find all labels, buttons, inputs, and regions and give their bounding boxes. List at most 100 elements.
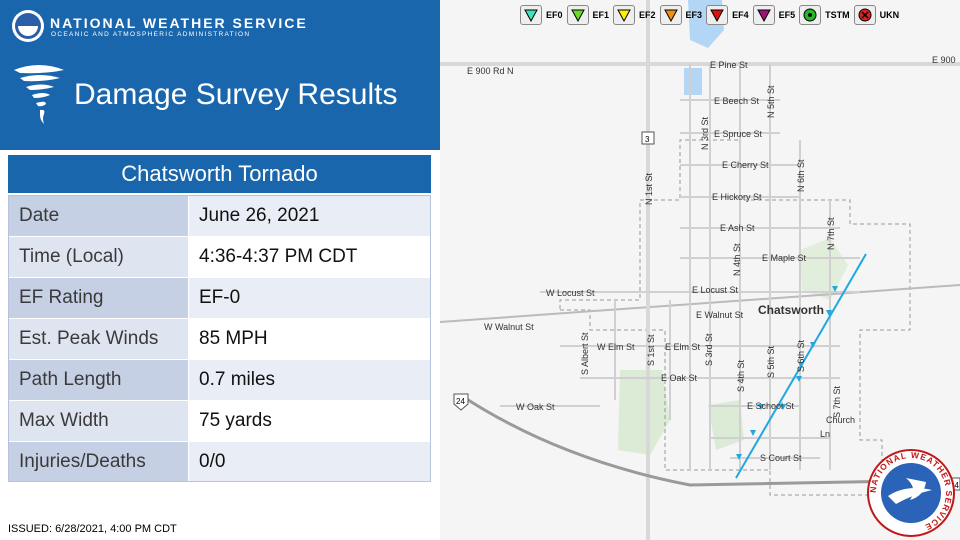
street-label: N 5th St xyxy=(766,85,776,118)
org-subtitle: OCEANIC AND ATMOSPHERIC ADMINISTRATION xyxy=(51,31,251,38)
svg-text:24: 24 xyxy=(456,397,465,406)
noaa-logo-icon xyxy=(12,10,44,42)
city-limits xyxy=(559,139,911,496)
vegetation-area xyxy=(708,400,744,450)
svg-text:24: 24 xyxy=(950,481,959,490)
header-banner: NATIONAL WEATHER SERVICE OCEANIC AND ATM… xyxy=(0,0,440,150)
damage-points xyxy=(736,286,838,460)
row-label: Max Width xyxy=(8,400,189,442)
highway xyxy=(461,394,960,487)
legend-triangle-icon xyxy=(752,5,775,25)
legend-item-ef1: EF1 xyxy=(566,5,610,25)
row-value: 0.7 miles xyxy=(188,359,431,401)
street-label: N 3rd St xyxy=(700,116,710,150)
legend-item-ukn: UKN xyxy=(853,5,900,25)
table-border xyxy=(8,195,431,482)
street-label: S 1st St xyxy=(646,334,656,366)
street-label: E Locust St xyxy=(692,285,739,295)
street-label: E 900 xyxy=(932,55,956,65)
vegetation-area xyxy=(800,238,848,300)
legend-item-ef3: EF3 xyxy=(659,5,702,25)
page-title: Damage Survey Results xyxy=(74,78,398,111)
row-label: Date xyxy=(8,195,189,237)
legend-label: EF5 xyxy=(778,10,796,20)
row-label: EF Rating xyxy=(8,277,189,319)
table-row: Path Length 0.7 miles xyxy=(8,359,431,401)
route-shield: 3 xyxy=(641,131,655,145)
legend-item-tstm: TSTM xyxy=(799,5,850,25)
nws-seal-icon: NATIONAL WEATHER SERVICE xyxy=(867,449,955,537)
street-label: W Oak St xyxy=(516,402,555,412)
street-label: E Oak St xyxy=(661,373,698,383)
street-label: W Walnut St xyxy=(484,322,534,332)
street-label: N 4th St xyxy=(732,243,742,276)
issued-timestamp: ISSUED: 6/28/2021, 4:00 PM CDT xyxy=(8,523,177,535)
street-label: N 7th St xyxy=(826,217,836,250)
table-row: EF Rating EF-0 xyxy=(8,277,431,319)
street-label: S Albert St xyxy=(580,332,590,375)
legend-label: EF2 xyxy=(639,10,656,20)
street-grid xyxy=(500,64,860,470)
town-label: Chatsworth xyxy=(758,303,824,317)
row-label: Path Length xyxy=(8,359,189,401)
table-row: Time (Local) 4:36-4:37 PM CDT xyxy=(8,236,431,278)
legend-triangle-icon xyxy=(520,5,542,25)
street-label: S 3rd St xyxy=(704,333,714,366)
row-value: 75 yards xyxy=(188,400,431,442)
legend-cross-circle-icon xyxy=(853,5,876,25)
street-label: Church xyxy=(826,415,855,425)
legend-triangle-icon xyxy=(566,5,589,25)
street-label: E Beech St xyxy=(714,96,760,106)
street-label: N 1st St xyxy=(644,172,654,205)
legend-label: EF1 xyxy=(592,10,610,20)
legend-item-ef4: EF4 xyxy=(706,5,749,25)
railroad xyxy=(440,284,960,323)
table-row: Est. Peak Winds 85 MPH xyxy=(8,318,431,360)
table-row: Injuries/Deaths 0/0 xyxy=(8,441,431,483)
street-label: E Cherry St xyxy=(722,160,769,170)
pond-shape xyxy=(684,68,702,95)
street-label: E Walnut St xyxy=(696,310,744,320)
street-label: Ln xyxy=(820,429,830,439)
legend-label: EF4 xyxy=(732,10,749,20)
street-label: E Maple St xyxy=(762,253,807,263)
street-label: S 4th St xyxy=(736,359,746,392)
street-label: E Ash St xyxy=(720,223,755,233)
row-value: 85 MPH xyxy=(188,318,431,360)
map-view[interactable]: E 900 Rd N E 900 E Pine St E Beech St E … xyxy=(440,0,960,540)
street-label: E Elm St xyxy=(665,342,701,352)
legend-triangle-icon xyxy=(613,5,636,25)
row-value: EF-0 xyxy=(188,277,431,319)
org-name: NATIONAL WEATHER SERVICE xyxy=(50,15,308,31)
row-label: Est. Peak Winds xyxy=(8,318,189,360)
svg-text:3: 3 xyxy=(645,135,650,144)
ef-legend: EF0 EF1 EF2 EF3 EF4 EF5 TSTM UKN xyxy=(520,4,903,26)
street-label: S 6th St xyxy=(796,339,806,372)
legend-label: TSTM xyxy=(825,10,850,20)
survey-table: Date June 26, 2021 Time (Local) 4:36-4:3… xyxy=(8,195,431,483)
street-label: E Hickory St xyxy=(712,192,762,202)
route-shield: 24 xyxy=(453,393,469,411)
street-label: W Elm St xyxy=(597,342,635,352)
street-label: S 7th St xyxy=(832,385,842,418)
legend-triangle-icon xyxy=(706,5,729,25)
event-title: Chatsworth Tornado xyxy=(8,155,431,193)
tornado-icon xyxy=(14,65,64,124)
street-label: W Locust St xyxy=(546,288,595,298)
legend-item-ef2: EF2 xyxy=(613,5,656,25)
legend-triangle-icon xyxy=(659,5,682,25)
row-label: Injuries/Deaths xyxy=(8,441,189,483)
street-label: E Pine St xyxy=(710,60,748,70)
row-value: 4:36-4:37 PM CDT xyxy=(188,236,431,278)
street-label: S Court St xyxy=(760,453,802,463)
table-row: Max Width 75 yards xyxy=(8,400,431,442)
map-canvas[interactable]: E 900 Rd N E 900 E Pine St E Beech St E … xyxy=(440,0,960,540)
legend-item-ef5: EF5 xyxy=(752,5,796,25)
street-label: S 5th St xyxy=(766,345,776,378)
legend-item-ef0: EF0 xyxy=(520,5,563,25)
legend-label: EF0 xyxy=(546,10,563,20)
legend-label: UKN xyxy=(879,10,900,20)
street-label: E Spruce St xyxy=(714,129,763,139)
legend-circle-icon xyxy=(799,5,822,25)
vegetation-area xyxy=(618,370,670,455)
